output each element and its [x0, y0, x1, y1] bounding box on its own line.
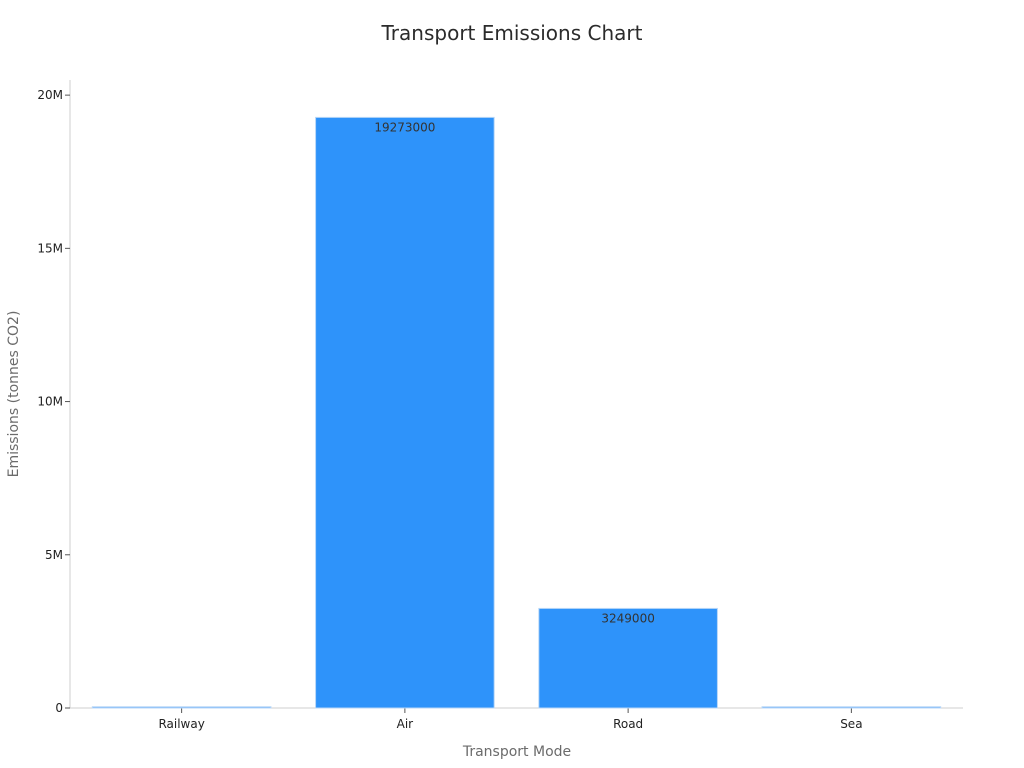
data-label: 19273000 [374, 120, 435, 134]
y-tick-label: 10M [37, 395, 63, 409]
x-tick-label: Air [397, 717, 414, 731]
chart-title: Transport Emissions Chart [381, 21, 643, 45]
y-tick-label: 15M [37, 241, 63, 255]
bar-road [538, 607, 718, 709]
x-tick-label: Sea [840, 717, 862, 731]
y-tick-label: 20M [37, 88, 63, 102]
bar-sea [761, 706, 942, 709]
x-axis-title: Transport Mode [462, 744, 571, 760]
data-labels-group: 19273000 3249000 [374, 120, 655, 625]
bar-railway [91, 706, 272, 709]
data-label: 3249000 [601, 611, 654, 625]
bar-air [315, 116, 495, 709]
y-axis-title: Emissions (tonnes CO2) [6, 311, 22, 478]
y-axis: 0 5M 10M 15M 20M [37, 80, 71, 715]
x-tick-label: Railway [158, 717, 204, 731]
x-axis: Railway Air Road Sea [70, 707, 963, 731]
bars-group [91, 116, 942, 709]
x-tick-label: Road [613, 717, 643, 731]
y-tick-label: 0 [55, 701, 63, 715]
y-tick-label: 5M [45, 548, 63, 562]
